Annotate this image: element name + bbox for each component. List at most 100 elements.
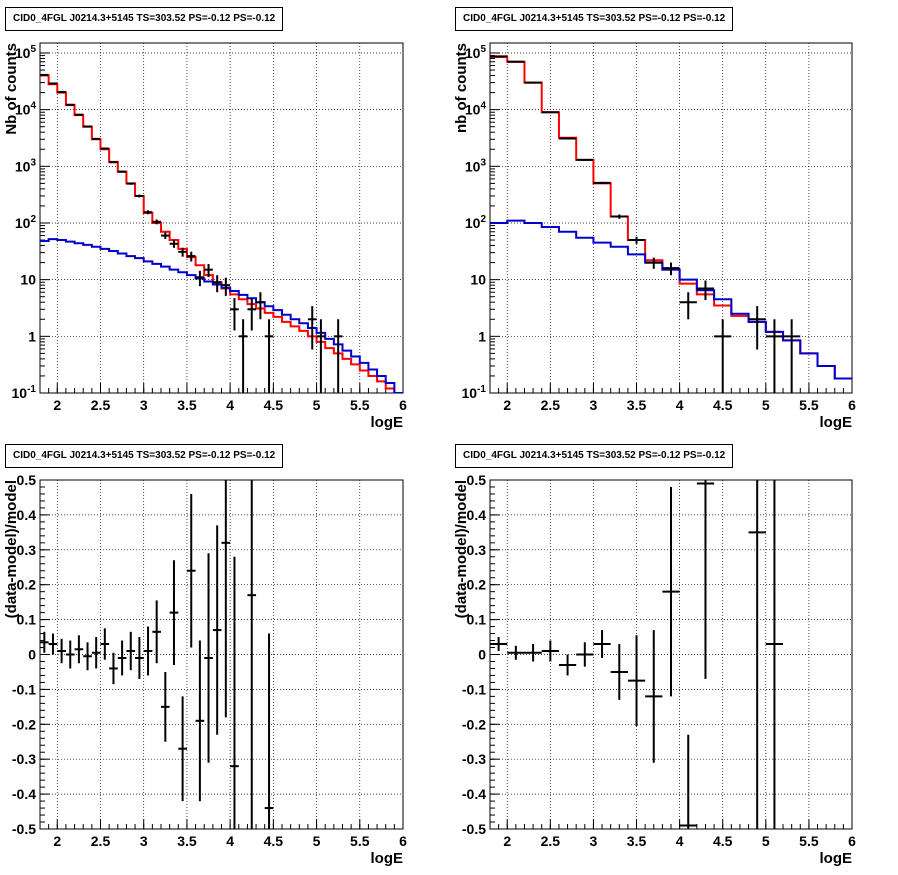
residual-point (100, 628, 110, 660)
y-tick-label: -0.1 (12, 681, 36, 697)
panel-4-title: CID0_4FGL J0214.3+5145 TS=303.52 PS=-0.1… (455, 444, 734, 468)
residual-point (645, 630, 663, 763)
x-tick-label: 4.5 (264, 397, 284, 413)
y-tick-label: -0.5 (462, 821, 486, 837)
data-point (195, 270, 205, 287)
residual-point (48, 633, 58, 655)
data-point (135, 194, 144, 198)
y-tick-label: 10-1 (462, 384, 487, 401)
data-point (541, 111, 559, 114)
residual-point (558, 654, 577, 676)
residual-point (507, 645, 525, 660)
x-tick-label: 4 (226, 397, 234, 413)
x-tick-label: 5 (313, 833, 321, 849)
data-area (490, 55, 852, 393)
x-tick-label: 5 (313, 397, 321, 413)
residual-point (627, 635, 646, 727)
residual-point (143, 626, 153, 676)
x-tick-label: 4 (676, 397, 684, 413)
x-tick-label: 3 (140, 833, 148, 849)
data-point (316, 319, 326, 393)
y-axis-label: nb of counts (453, 43, 470, 133)
data-point (748, 306, 766, 350)
residual-point (221, 480, 231, 718)
data-point (765, 319, 784, 393)
panel-3-title: CID0_4FGL J0214.3+5145 TS=303.52 PS=-0.1… (5, 444, 284, 468)
y-axis-label: (data-model)/model (453, 480, 470, 618)
residual-point (57, 638, 66, 664)
data-point (83, 125, 92, 128)
background-model-line (490, 219, 852, 380)
residual-point (83, 642, 92, 671)
y-tick-label: 0.3 (17, 542, 37, 558)
x-tick-label: 2.5 (541, 833, 561, 849)
residual-point (40, 631, 49, 653)
x-tick-label: 4 (226, 833, 234, 849)
x-tick-label: 4.5 (264, 833, 284, 849)
panel-4: 2 2.5 3 3.5 4 4.5 5 5.5 6 -0.5 -0.4 -0.3 -0.2 -0.1 0 0.… (453, 472, 856, 867)
residual-point (230, 556, 239, 829)
y-tick-label: -0.2 (462, 716, 486, 732)
y-tick-label: 0.5 (467, 472, 487, 488)
residual-point (576, 642, 594, 667)
x-tick-label: 3.5 (177, 833, 197, 849)
x-tick-label: 6 (848, 397, 856, 413)
data-point (679, 292, 697, 320)
residual-point (204, 553, 213, 763)
y-tick-label: 102 (465, 214, 487, 231)
y-tick-label: 0 (478, 647, 486, 663)
data-point (212, 275, 222, 293)
y-axis-label: (data-model)/model (3, 480, 20, 618)
data-point (714, 319, 732, 393)
residual-point (195, 640, 205, 802)
y-tick-label: 105 (15, 44, 37, 61)
y-tick-label: 104 (465, 101, 487, 118)
y-tick-label: -0.5 (12, 821, 36, 837)
x-axis-label: logE (820, 414, 853, 431)
x-tick-label: 4 (676, 833, 684, 849)
x-tick-label: 2.5 (91, 397, 111, 413)
x-tick-label: 3.5 (627, 397, 647, 413)
data-point (333, 319, 343, 393)
x-tick-label: 3 (140, 397, 148, 413)
y-tick-label: 0.5 (17, 472, 37, 488)
y-tick-label: 1 (478, 328, 486, 344)
x-tick-label: 6 (399, 833, 407, 849)
y-tick-label: -0.1 (462, 681, 486, 697)
data-point (696, 280, 715, 301)
y-tick-label: 104 (15, 101, 37, 118)
y-tick-label: -0.3 (12, 751, 36, 767)
data-point (576, 158, 594, 161)
data-point (152, 219, 161, 225)
background-model-line (40, 238, 403, 393)
residual-point (748, 480, 766, 829)
residual-point (74, 635, 84, 664)
y-tick-label: 0.1 (17, 612, 37, 628)
x-tick-label: 2 (503, 833, 511, 849)
total-model-line (40, 74, 403, 393)
x-tick-label: 2.5 (541, 397, 561, 413)
y-tick-label: 105 (465, 44, 487, 61)
residual-point (541, 640, 559, 662)
panel-1: 2 2.5 3 3.5 4 4.5 5 5.5 6 10-1 1 10 102 103 104 105 logE… (3, 42, 407, 431)
residual-point (161, 671, 170, 742)
x-tick-label: 2 (53, 397, 61, 413)
x-tick-label: 3 (590, 397, 598, 413)
x-tick-label: 4.5 (713, 833, 733, 849)
panel-2-title: CID0_4FGL J0214.3+5145 TS=303.52 PS=-0.1… (455, 7, 734, 31)
residual-point (135, 637, 144, 679)
data-point (100, 147, 110, 150)
data-point (783, 319, 801, 393)
data-point (593, 181, 611, 185)
y-tick-label: 0.2 (17, 577, 37, 593)
data-point (645, 257, 663, 269)
x-tick-label: 5.5 (350, 833, 370, 849)
data-point (91, 137, 101, 140)
y-tick-label: 0.1 (467, 612, 487, 628)
plot-frame (39, 42, 404, 394)
x-tick-label: 5 (762, 397, 770, 413)
residual-point (91, 637, 101, 669)
data-point (247, 298, 257, 331)
y-tick-label: 103 (465, 157, 487, 174)
